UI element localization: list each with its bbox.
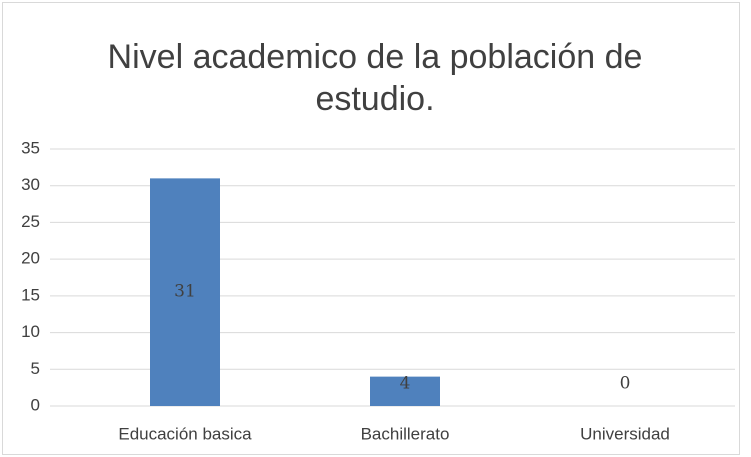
bar xyxy=(370,376,440,406)
x-tick-label: Educación basica xyxy=(118,424,252,443)
chart-title: Nivel academico de la población de estud… xyxy=(107,38,643,118)
chart-border xyxy=(2,2,740,455)
y-tick-label: 15 xyxy=(21,285,40,304)
bar xyxy=(150,178,220,406)
y-tick-label: 0 xyxy=(31,395,40,414)
data-label: 31 xyxy=(174,282,196,302)
y-tick-label: 10 xyxy=(21,322,40,341)
x-tick-label: Universidad xyxy=(580,424,670,443)
x-tick-label: Bachillerato xyxy=(361,424,450,443)
y-tick-label: 25 xyxy=(21,212,40,231)
data-label: 4 xyxy=(400,374,411,394)
y-tick-label: 35 xyxy=(21,138,40,157)
y-tick-label: 20 xyxy=(21,249,40,268)
y-tick-label: 30 xyxy=(21,175,40,194)
y-tick-label: 5 xyxy=(31,359,40,378)
data-label: 0 xyxy=(620,374,631,394)
